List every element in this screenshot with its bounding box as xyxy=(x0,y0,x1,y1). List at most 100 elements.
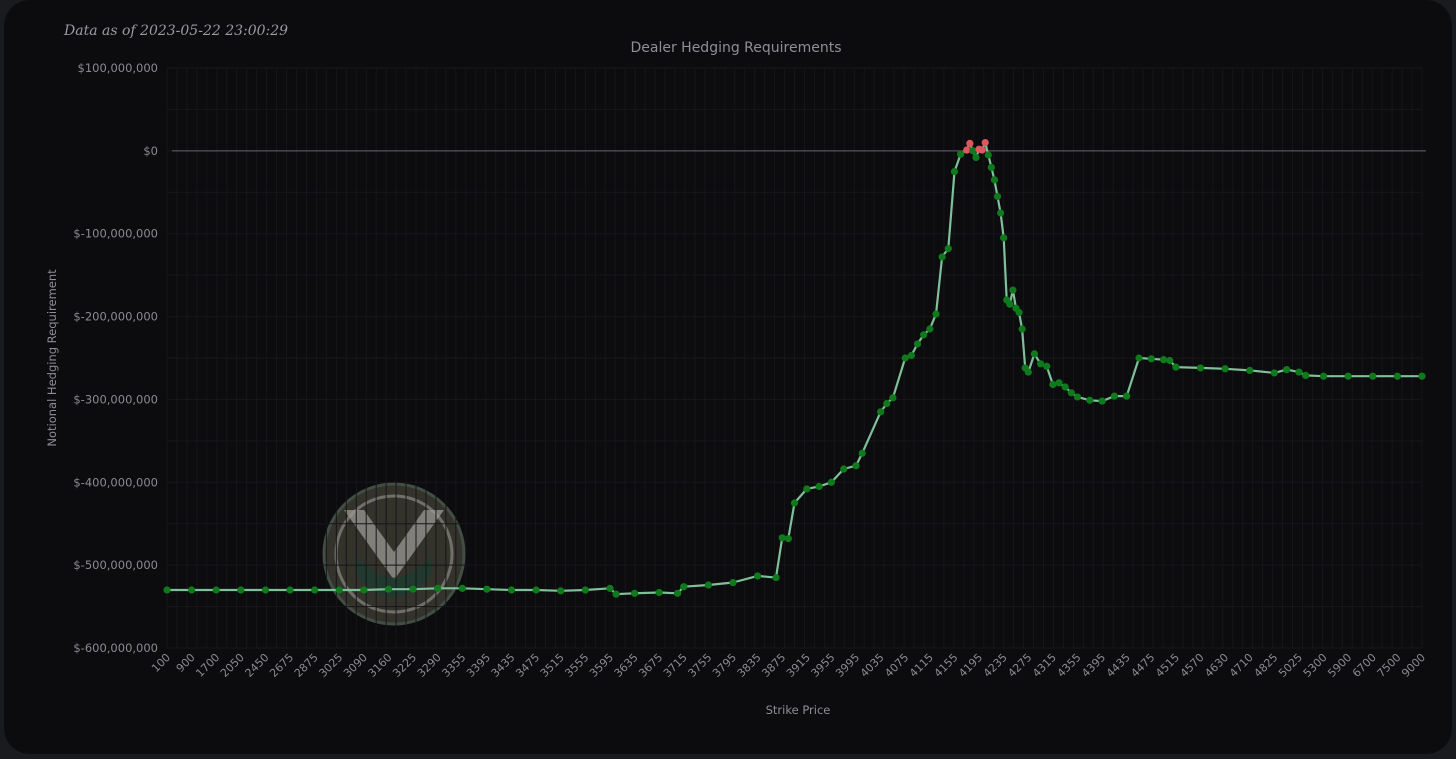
x-tick-label: 3160 xyxy=(366,651,395,680)
data-point-negative xyxy=(655,588,663,597)
data-point-negative xyxy=(704,581,712,589)
data-point-negative xyxy=(972,153,980,162)
x-tick-label: 4825 xyxy=(1251,651,1280,680)
data-point-negative xyxy=(1418,372,1426,380)
grid-lines xyxy=(166,67,1423,649)
series-line xyxy=(167,141,1422,596)
data-point-negative xyxy=(384,585,393,593)
y-tick-label: $-500,000,000 xyxy=(73,558,158,572)
x-tick-label: 3355 xyxy=(439,651,468,680)
x-tick-label: 5900 xyxy=(1325,651,1354,680)
data-point-negative xyxy=(803,485,811,493)
x-tick-label: 4275 xyxy=(1005,651,1034,680)
data-point-negative xyxy=(950,167,959,176)
x-tick-label: 3435 xyxy=(489,651,518,680)
data-point-negative xyxy=(1098,397,1106,405)
data-point-negative xyxy=(784,535,792,543)
data-point-negative xyxy=(1018,325,1026,333)
y-tick-label: $-600,000,000 xyxy=(73,641,158,655)
x-tick-label: 1700 xyxy=(193,651,222,680)
data-point-negative xyxy=(932,310,940,318)
x-tick-label: 3875 xyxy=(759,651,788,680)
x-tick-label: 3635 xyxy=(612,651,641,680)
x-tick-label: 2450 xyxy=(243,651,272,680)
x-tick-label: 2675 xyxy=(267,651,296,680)
data-point-negative xyxy=(434,584,442,592)
x-tick-label: 3955 xyxy=(809,651,838,680)
chart-title: Dealer Hedging Requirements xyxy=(630,40,841,56)
data-point-negative xyxy=(1319,372,1328,380)
data-point-negative xyxy=(729,578,737,587)
x-tick-label: 3675 xyxy=(636,651,665,680)
y-tick-label: $-400,000,000 xyxy=(73,475,158,489)
x-tick-label: 2050 xyxy=(218,651,247,680)
x-tick-label: 5025 xyxy=(1276,651,1305,680)
x-tick-label: 3225 xyxy=(390,651,419,680)
x-tick-label: 3025 xyxy=(316,651,345,680)
y-tick-label: $-100,000,000 xyxy=(73,227,158,241)
data-point-negative xyxy=(883,399,891,408)
brand-logo-watermark xyxy=(322,482,466,626)
data-point-negative xyxy=(1030,350,1039,358)
x-tick-label: 4035 xyxy=(858,651,887,680)
data-point-negative xyxy=(458,584,466,592)
data-point-negative xyxy=(990,176,999,184)
x-tick-label: 3715 xyxy=(661,651,690,680)
data-point-negative xyxy=(1283,366,1291,374)
data-point-negative xyxy=(1302,371,1310,379)
x-tick-label: 3755 xyxy=(686,651,715,680)
x-tick-label: 3515 xyxy=(538,651,567,680)
data-point-negative xyxy=(483,585,491,593)
x-tick-label: 4115 xyxy=(907,651,936,680)
data-point-negative xyxy=(969,147,977,155)
data-point-negative xyxy=(1196,364,1205,372)
data-point-negative xyxy=(1086,396,1094,404)
x-tick-label: 5300 xyxy=(1301,651,1330,680)
data-point-negative xyxy=(1055,379,1063,387)
data-point-negative xyxy=(938,253,946,261)
x-tick-label: 3475 xyxy=(513,651,542,680)
x-tick-label: 4355 xyxy=(1055,651,1084,680)
x-tick-label: 2875 xyxy=(292,651,321,680)
data-point-negative xyxy=(778,534,786,542)
data-point-negative xyxy=(1135,354,1143,362)
data-point-negative xyxy=(858,449,866,457)
data-point-negative xyxy=(1009,286,1017,294)
data-point-negative xyxy=(1000,234,1008,242)
data-point-negative xyxy=(1006,300,1014,308)
data-point-negative xyxy=(944,245,952,253)
data-point-positive xyxy=(981,138,989,147)
data-point-negative xyxy=(852,462,860,470)
x-tick-label: 4315 xyxy=(1030,651,1059,680)
data-point-negative xyxy=(840,465,848,473)
chart-frame: Data as of 2023-05-22 23:00:29 $100,000,… xyxy=(4,0,1452,754)
data-point-negative xyxy=(993,192,1002,201)
data-point-negative xyxy=(1166,356,1174,365)
data-point-negative xyxy=(1393,372,1401,380)
data-point-negative xyxy=(1270,369,1278,377)
data-point-negative xyxy=(1067,389,1075,397)
data-point-negative xyxy=(1295,368,1303,376)
x-tick-label: 3835 xyxy=(735,651,764,680)
data-point-negative xyxy=(957,150,965,158)
x-tick-label: 3555 xyxy=(562,651,591,680)
data-point-negative xyxy=(360,586,368,594)
data-point-negative xyxy=(1073,393,1082,401)
data-point-negative xyxy=(827,478,836,486)
data-point-negative xyxy=(1344,372,1352,380)
data-point-negative xyxy=(996,209,1005,217)
data-point-negative xyxy=(1024,368,1032,376)
y-tick-label: $0 xyxy=(143,144,158,158)
data-point-negative xyxy=(901,354,909,362)
x-tick-label: 4515 xyxy=(1153,651,1182,680)
x-tick-label: 7500 xyxy=(1375,651,1404,680)
data-point-negative xyxy=(311,586,319,594)
x-tick-label: 4075 xyxy=(882,651,911,680)
x-tick-label: 3395 xyxy=(464,651,493,680)
data-point-negative xyxy=(984,151,992,159)
data-point-negative xyxy=(753,572,762,580)
data-point-negative xyxy=(1123,392,1131,400)
data-point-negative xyxy=(907,351,915,360)
x-tick-label: 4235 xyxy=(981,651,1010,680)
x-tick-label: 4195 xyxy=(956,651,985,680)
